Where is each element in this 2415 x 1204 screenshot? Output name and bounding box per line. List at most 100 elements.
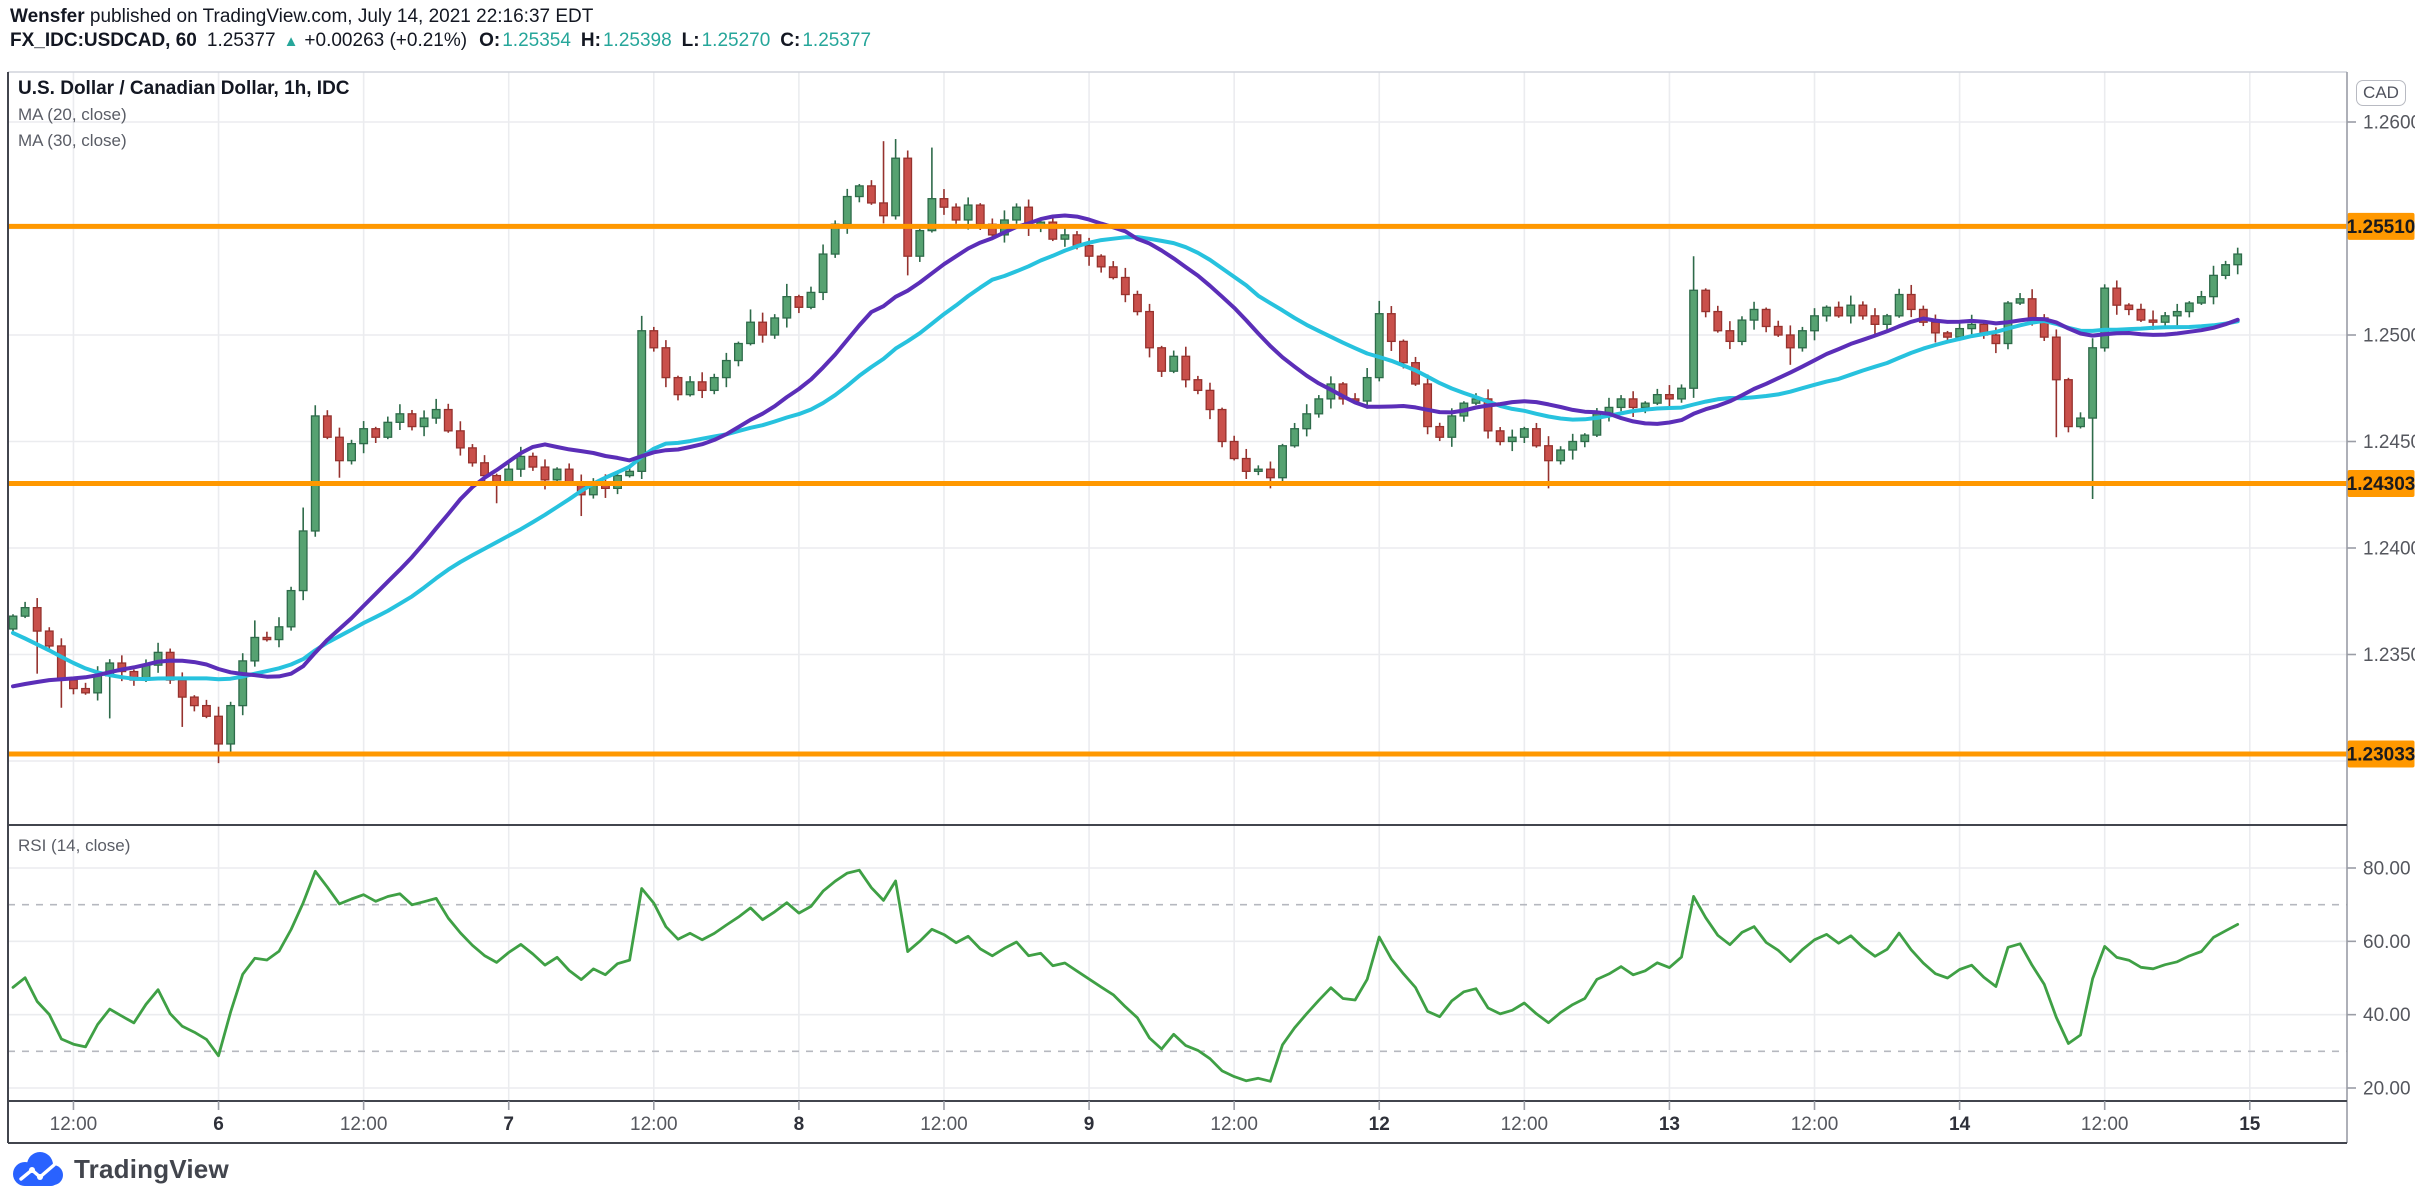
candle-body	[1991, 334, 2001, 345]
candle-body	[2112, 287, 2122, 306]
candle-body	[334, 436, 344, 462]
candle-body	[1241, 457, 1251, 472]
candle-body	[262, 636, 272, 641]
candle-body	[20, 606, 30, 617]
candle-body	[431, 408, 441, 419]
candle-body	[322, 415, 332, 438]
ma30-legend[interactable]: MA (30, close)	[18, 131, 127, 150]
axis-label: 12:00	[1210, 1114, 1258, 1135]
candle-body	[383, 421, 393, 438]
candle-body	[298, 530, 308, 592]
axis-label: 1.24500	[2363, 432, 2415, 453]
candle-body	[661, 347, 671, 379]
candle-body	[1713, 310, 1723, 332]
candle-body	[1556, 449, 1566, 462]
candle-body	[310, 415, 320, 532]
ma20-legend[interactable]: MA (20, close)	[18, 105, 127, 124]
candle-body	[1374, 313, 1384, 379]
axis-label: 12:00	[2081, 1114, 2129, 1135]
candle-body	[189, 696, 199, 707]
footer: TradingView	[12, 1150, 229, 1188]
candle-body	[2015, 298, 2025, 304]
candle-body	[673, 376, 683, 396]
candle-body	[238, 660, 248, 707]
axis-label: 12:00	[1791, 1114, 1839, 1135]
candle-body	[274, 626, 284, 641]
candle-body	[915, 229, 925, 257]
axis-label: 12:00	[50, 1114, 98, 1135]
candle-body	[395, 413, 405, 423]
axis-label: 60.00	[2363, 932, 2411, 953]
candle-body	[1652, 393, 1662, 404]
candle-body	[1217, 408, 1227, 443]
candle-body	[2124, 304, 2134, 311]
header: Wensfer published on TradingView.com, Ju…	[10, 5, 881, 53]
chart-legend-title[interactable]: U.S. Dollar / Canadian Dollar, 1h, IDC	[18, 78, 350, 99]
high-value: 1.25398	[602, 30, 672, 51]
axis-label: 1.25510	[2347, 217, 2415, 238]
candle-body	[2088, 347, 2098, 419]
candle-body	[1423, 383, 1433, 428]
candle-body	[1398, 340, 1408, 364]
candle-body	[1943, 332, 1952, 338]
candle-body	[1785, 334, 1795, 349]
axis-label: 12:00	[920, 1114, 968, 1135]
candle-body	[1701, 289, 1711, 313]
candle-body	[697, 381, 707, 392]
candle-body	[2221, 264, 2231, 277]
candle-body	[2160, 315, 2170, 323]
axis-label: 12:00	[340, 1114, 388, 1135]
candle-body	[1302, 413, 1312, 430]
candle-body	[963, 204, 973, 221]
ma30-line	[11, 235, 2240, 682]
candle-body	[1846, 304, 1856, 317]
up-arrow-icon: ▲	[283, 33, 299, 50]
candle-body	[1930, 321, 1940, 334]
candle-body	[93, 675, 103, 694]
candle-body	[746, 321, 755, 345]
price-axis[interactable]: 1.26000 1.25000 1.24500 1.24000 1.23500 80.00…	[2347, 113, 2415, 1100]
candle-body	[1012, 206, 1021, 221]
candle-body	[1967, 323, 1977, 330]
candle-body	[69, 679, 78, 690]
candle-body	[733, 342, 743, 362]
candle-body	[1822, 306, 1832, 317]
axis-label: 8	[794, 1114, 805, 1135]
candle-body	[709, 376, 719, 392]
candle-body	[1640, 402, 1650, 409]
candle-body	[2100, 287, 2110, 349]
axis-label: 9	[1084, 1114, 1095, 1135]
candle-body	[1108, 266, 1118, 279]
axis-label: 20.00	[2363, 1079, 2411, 1100]
candle-body	[1060, 234, 1070, 240]
low-label: L:	[681, 30, 700, 51]
candle-body	[794, 296, 804, 308]
rsi-legend[interactable]: RSI (14, close)	[18, 836, 131, 855]
candle-body	[2027, 298, 2037, 319]
axis-label: 1.24000	[2363, 539, 2415, 560]
candle-body	[1205, 389, 1215, 411]
candle-body	[153, 651, 163, 666]
axis-label: 1.26000	[2363, 113, 2415, 134]
currency-badge[interactable]: CAD	[2356, 80, 2406, 106]
brand-name[interactable]: TradingView	[74, 1153, 229, 1184]
candle-body	[782, 296, 792, 319]
candle-body	[1507, 436, 1517, 443]
candle-body	[1531, 428, 1541, 447]
candle-body	[1084, 244, 1094, 257]
time-axis[interactable]: 12:00 6 12:00 7 12:00 8 12:00 9 12:00 12 12:00 13 12…	[50, 1101, 2261, 1135]
tradingview-logo-icon	[13, 1152, 63, 1186]
candle-body	[443, 408, 453, 432]
candle-body	[480, 462, 489, 477]
candle-body	[1725, 330, 1735, 343]
candle-body	[1120, 276, 1130, 296]
candle-body	[1157, 347, 1167, 372]
candle-body	[685, 381, 695, 396]
candle-body	[2076, 417, 2085, 428]
candle-body	[1048, 221, 1058, 240]
candle-body	[1386, 313, 1396, 343]
candle-body	[1580, 434, 1590, 443]
candle-body	[951, 206, 961, 221]
